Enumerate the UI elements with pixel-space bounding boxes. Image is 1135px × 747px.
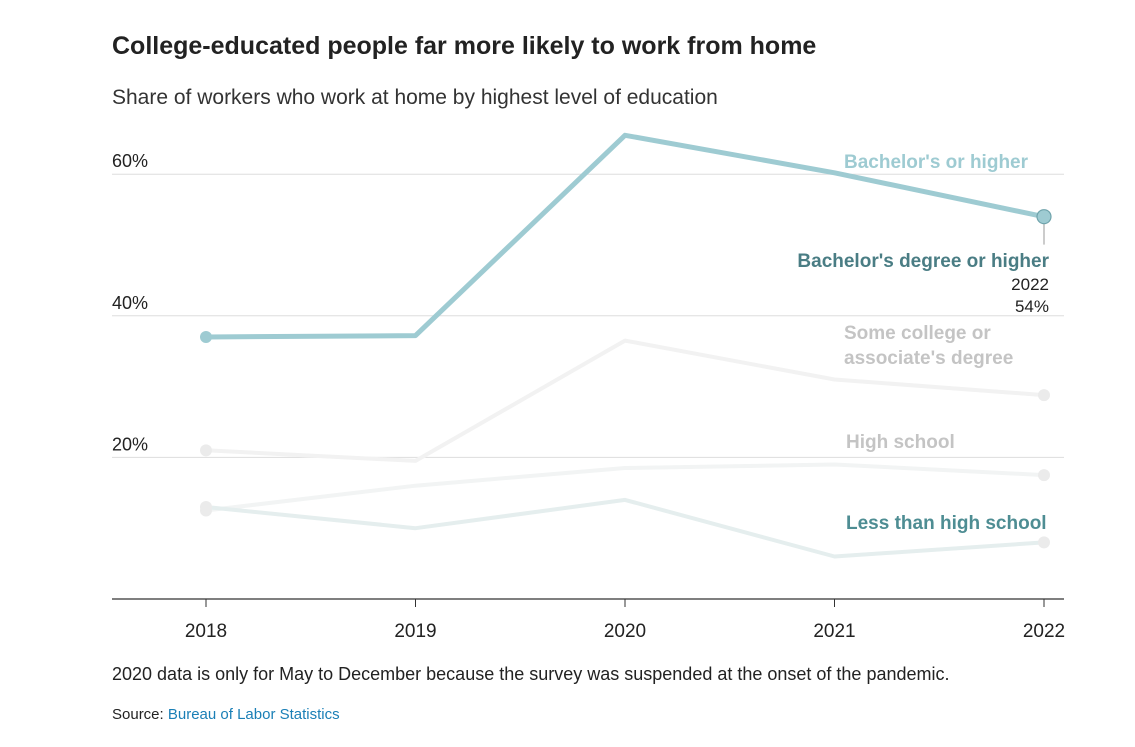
x-tick-label: 2022	[1023, 621, 1065, 642]
series-end-point	[1036, 209, 1052, 225]
series-label: High school	[846, 432, 955, 453]
tooltip-title: Bachelor's degree or higher	[797, 251, 1049, 272]
series-line	[204, 497, 1046, 559]
tooltip-value: 54%	[1015, 297, 1049, 316]
series-line	[204, 462, 1046, 513]
source-link[interactable]: Bureau of Labor Statistics	[167, 706, 340, 723]
series-end-point	[1038, 389, 1050, 402]
y-tick-label: 20%	[112, 434, 148, 454]
series-line	[203, 132, 1047, 340]
y-tick-label: 40%	[112, 293, 148, 313]
series-label: associate's degree	[844, 348, 1013, 369]
chart-title: College-educated people far more likely …	[112, 32, 817, 60]
y-tick-label: 60%	[112, 151, 148, 171]
series-end-point	[1038, 469, 1050, 482]
series-label: Bachelor's or higher	[844, 152, 1029, 173]
series-label: Less than high school	[846, 513, 1047, 534]
source-prefix: Source:	[112, 706, 164, 723]
tooltip-year: 2022	[1011, 275, 1049, 294]
series-start-point	[200, 500, 212, 513]
x-tick-label: 2018	[185, 621, 227, 642]
chart-footnote: 2020 data is only for May to December be…	[112, 664, 950, 684]
source-line: Source: Bureau of Labor Statistics	[112, 706, 340, 723]
x-tick-label: 2021	[813, 621, 855, 642]
x-tick-label: 2020	[604, 621, 646, 642]
series-end-point	[1038, 536, 1050, 549]
series-line	[204, 338, 1046, 463]
x-tick-label: 2019	[394, 621, 436, 642]
series-start-point	[200, 331, 212, 344]
series-label: Some college or	[844, 323, 991, 344]
series-start-point	[200, 444, 212, 457]
chart-subtitle: Share of workers who work at home by hig…	[112, 86, 718, 109]
